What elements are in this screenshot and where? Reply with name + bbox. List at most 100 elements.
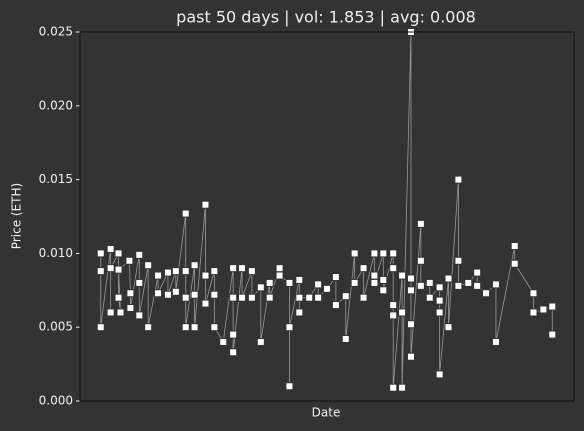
price-marker	[265, 278, 274, 287]
price-marker	[181, 209, 190, 218]
price-marker	[181, 267, 190, 276]
price-marker	[106, 308, 115, 317]
price-marker	[285, 323, 294, 332]
price-marker	[219, 337, 228, 346]
price-marker	[359, 264, 368, 273]
price-marker	[238, 264, 247, 273]
price-marker	[265, 293, 274, 302]
price-marker	[416, 281, 425, 290]
price-marker	[398, 271, 407, 280]
price-marker	[370, 249, 379, 258]
y-tick-label: 0.025	[39, 25, 73, 39]
price-marker	[341, 292, 350, 301]
price-marker	[389, 383, 398, 392]
price-marker	[135, 278, 144, 287]
price-marker	[548, 302, 557, 311]
price-marker	[444, 274, 453, 283]
price-marker	[416, 256, 425, 265]
price-marker	[389, 249, 398, 258]
x-axis-label: Date	[312, 406, 341, 420]
price-marker	[529, 289, 538, 298]
price-marker	[201, 200, 210, 209]
price-marker	[539, 305, 548, 314]
price-marker	[135, 311, 144, 320]
price-marker	[389, 311, 398, 320]
price-marker	[190, 290, 199, 299]
price-marker	[406, 320, 415, 329]
price-marker	[406, 274, 415, 283]
price-marker	[163, 290, 172, 299]
price-marker	[548, 330, 557, 339]
price-marker	[116, 308, 125, 317]
price-marker	[210, 267, 219, 276]
price-marker	[454, 175, 463, 184]
price-marker	[331, 273, 340, 282]
price-marker	[256, 337, 265, 346]
price-marker	[454, 281, 463, 290]
price-marker	[106, 244, 115, 253]
price-marker	[370, 271, 379, 280]
price-marker	[482, 289, 491, 298]
y-axis-label: Price (ETH)	[10, 183, 24, 249]
price-marker	[350, 278, 359, 287]
price-marker	[126, 289, 135, 298]
price-marker	[114, 265, 123, 274]
price-marker	[491, 280, 500, 289]
price-marker	[359, 293, 368, 302]
y-tick-label: 0.015	[39, 172, 73, 186]
price-marker	[163, 268, 172, 277]
price-marker	[285, 278, 294, 287]
price-marker	[285, 382, 294, 391]
price-marker	[379, 286, 388, 295]
price-marker	[473, 281, 482, 290]
price-marker	[96, 267, 105, 276]
price-marker	[398, 383, 407, 392]
price-marker	[96, 323, 105, 332]
price-marker	[406, 286, 415, 295]
price-marker	[154, 289, 163, 298]
price-marker	[510, 242, 519, 251]
price-marker	[201, 271, 210, 280]
price-marker	[190, 323, 199, 332]
price-marker	[229, 330, 238, 339]
y-tick-label: 0.005	[39, 320, 73, 334]
price-marker	[305, 293, 314, 302]
price-marker	[323, 284, 331, 293]
price-marker	[247, 267, 256, 276]
price-marker	[106, 264, 115, 273]
price-marker	[238, 293, 247, 302]
price-marker	[341, 335, 350, 344]
chart-title: past 50 days | vol: 1.853 | avg: 0.008	[176, 8, 476, 27]
price-marker	[389, 264, 398, 273]
price-marker	[181, 323, 190, 332]
price-marker	[314, 293, 323, 302]
price-marker	[210, 290, 219, 299]
price-marker	[425, 278, 434, 287]
price-marker	[114, 293, 123, 302]
price-marker	[144, 323, 153, 332]
price-marker	[275, 271, 284, 280]
price-marker	[331, 301, 340, 310]
price-marker	[529, 308, 538, 317]
price-marker	[435, 296, 444, 305]
price-marker	[491, 337, 500, 346]
price-marker	[229, 293, 238, 302]
y-tick-label: 0.010	[39, 246, 73, 260]
price-marker	[398, 308, 407, 317]
price-marker	[135, 250, 144, 259]
price-marker	[154, 271, 163, 280]
price-marker	[171, 287, 180, 296]
price-marker	[314, 280, 323, 289]
price-marker	[190, 261, 199, 270]
price-marker	[295, 293, 304, 302]
price-marker	[229, 264, 238, 273]
price-marker	[125, 256, 134, 265]
price-marker	[247, 293, 256, 302]
price-marker	[114, 249, 123, 258]
price-marker	[126, 304, 135, 313]
price-marker	[229, 348, 238, 357]
price-marker	[210, 323, 219, 332]
y-tick-label: 0.020	[39, 98, 73, 112]
price-marker	[181, 293, 190, 302]
price-marker	[350, 249, 359, 258]
